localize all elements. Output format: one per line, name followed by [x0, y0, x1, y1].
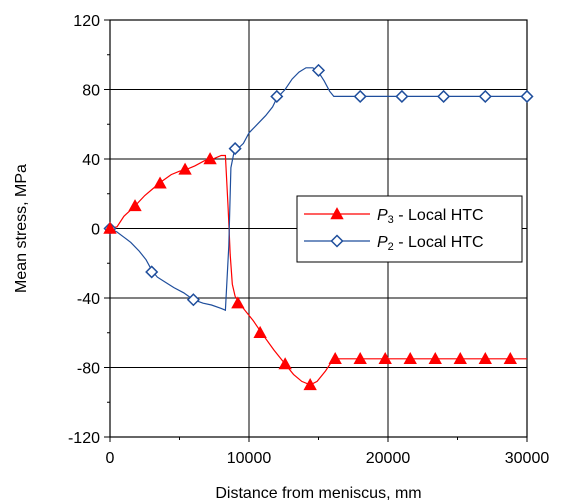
data-point — [270, 89, 284, 104]
data-point — [478, 351, 492, 365]
data-point — [228, 142, 242, 156]
data-point — [178, 162, 192, 175]
data-point — [520, 89, 534, 104]
y-tick-label: 0 — [91, 222, 100, 239]
series-markers-2 — [103, 63, 534, 307]
data-point — [311, 63, 326, 77]
series-3 — [109, 154, 527, 386]
data-point — [186, 293, 200, 307]
data-point — [437, 89, 451, 104]
series-markers-3 — [103, 152, 517, 391]
data-point — [353, 351, 367, 365]
y-tick-label: 120 — [73, 13, 100, 30]
data-point — [278, 357, 292, 370]
data-point — [503, 351, 517, 365]
y-tick-label: 40 — [82, 152, 100, 169]
y-tick-label: 80 — [82, 83, 100, 100]
data-point — [103, 221, 117, 234]
legend: P3 - Local HTC P2 - Local HTC — [296, 195, 523, 263]
data-point — [403, 351, 417, 365]
data-point — [253, 325, 267, 338]
y-axis-title: Mean stress, MPa — [13, 164, 30, 293]
series-2 — [109, 67, 527, 312]
series-line — [109, 154, 527, 386]
data-point — [395, 89, 409, 104]
legend-entry-3: P3 - Local HTC — [304, 207, 484, 226]
y-tick-label: -120 — [68, 430, 100, 447]
x-tick-label: 20000 — [366, 450, 411, 467]
data-point — [303, 378, 317, 391]
y-tick-label: -40 — [77, 291, 100, 308]
data-point — [453, 351, 467, 365]
legend-marker — [330, 234, 344, 248]
data-point — [428, 351, 442, 365]
legend-box — [296, 195, 523, 263]
x-tick-label: 30000 — [505, 450, 550, 467]
x-tick-label: 0 — [106, 450, 115, 467]
legend-label: P2 - Local HTC — [377, 234, 484, 253]
data-point — [128, 199, 142, 212]
y-tick-label: -80 — [77, 361, 100, 378]
x-axis-title: Distance from meniscus, mm — [215, 485, 421, 502]
data-point — [145, 265, 159, 279]
legend-marker — [330, 207, 344, 220]
x-tick-label: 10000 — [227, 450, 272, 467]
data-point — [231, 296, 245, 309]
tick-labels: 0 10000 20000 30000 120 80 40 0 -40 -80 -120 — [68, 13, 549, 467]
data-point — [478, 89, 492, 104]
data-point — [328, 351, 342, 365]
series-layer — [103, 63, 534, 391]
data-point — [378, 351, 392, 365]
data-point — [203, 152, 217, 165]
series-line — [109, 67, 527, 312]
legend-label: P3 - Local HTC — [377, 207, 484, 226]
data-point — [353, 89, 367, 104]
data-point — [153, 176, 167, 189]
legend-entry-2: P2 - Local HTC — [304, 234, 484, 253]
